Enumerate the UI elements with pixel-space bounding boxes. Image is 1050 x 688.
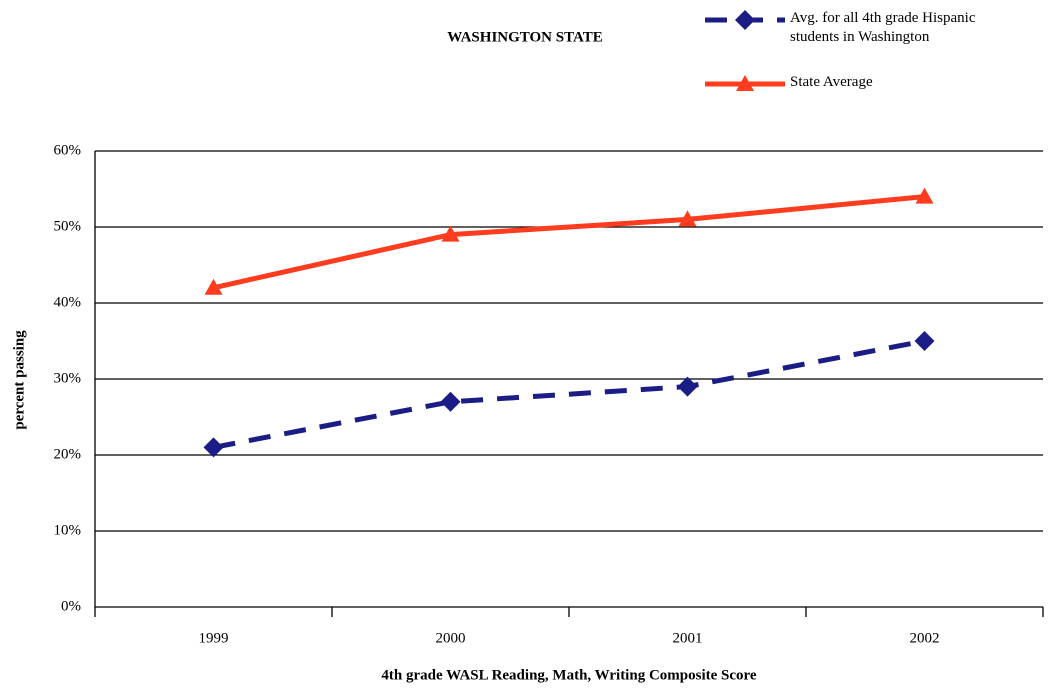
marker bbox=[735, 10, 755, 30]
y-tick-label: 10% bbox=[54, 522, 82, 538]
y-axis-label: percent passing bbox=[11, 330, 27, 430]
marker bbox=[736, 75, 754, 91]
x-tick-label: 2002 bbox=[910, 630, 940, 646]
marker bbox=[677, 376, 698, 397]
y-tick-label: 30% bbox=[54, 370, 82, 386]
x-tick-label: 1999 bbox=[199, 630, 229, 646]
y-tick-label: 40% bbox=[54, 294, 82, 310]
x-tick-label: 2000 bbox=[436, 630, 466, 646]
marker bbox=[203, 437, 224, 458]
marker bbox=[914, 331, 935, 351]
y-tick-label: 50% bbox=[54, 218, 82, 234]
legend-entry: State Average bbox=[790, 74, 873, 90]
marker bbox=[678, 210, 697, 227]
series-line bbox=[212, 194, 925, 291]
x-tick-label: 2001 bbox=[673, 630, 703, 646]
legend-label: Avg. for all 4th grade Hispanic students… bbox=[790, 10, 976, 45]
y-tick-label: 60% bbox=[54, 142, 82, 158]
chart-title: WASHINGTON STATE bbox=[447, 29, 602, 45]
series-line bbox=[213, 338, 925, 450]
marker bbox=[440, 391, 461, 412]
y-tick-label: 20% bbox=[54, 446, 82, 462]
y-tick-label: 0% bbox=[61, 598, 81, 614]
x-axis-label: 4th grade WASL Reading, Math, Writing Co… bbox=[381, 667, 757, 683]
marker bbox=[204, 278, 223, 295]
marker bbox=[441, 225, 460, 242]
legend-entry: Avg. for all 4th grade Hispanic students… bbox=[790, 10, 976, 45]
marker bbox=[915, 187, 934, 204]
legend-label: State Average bbox=[790, 74, 873, 90]
